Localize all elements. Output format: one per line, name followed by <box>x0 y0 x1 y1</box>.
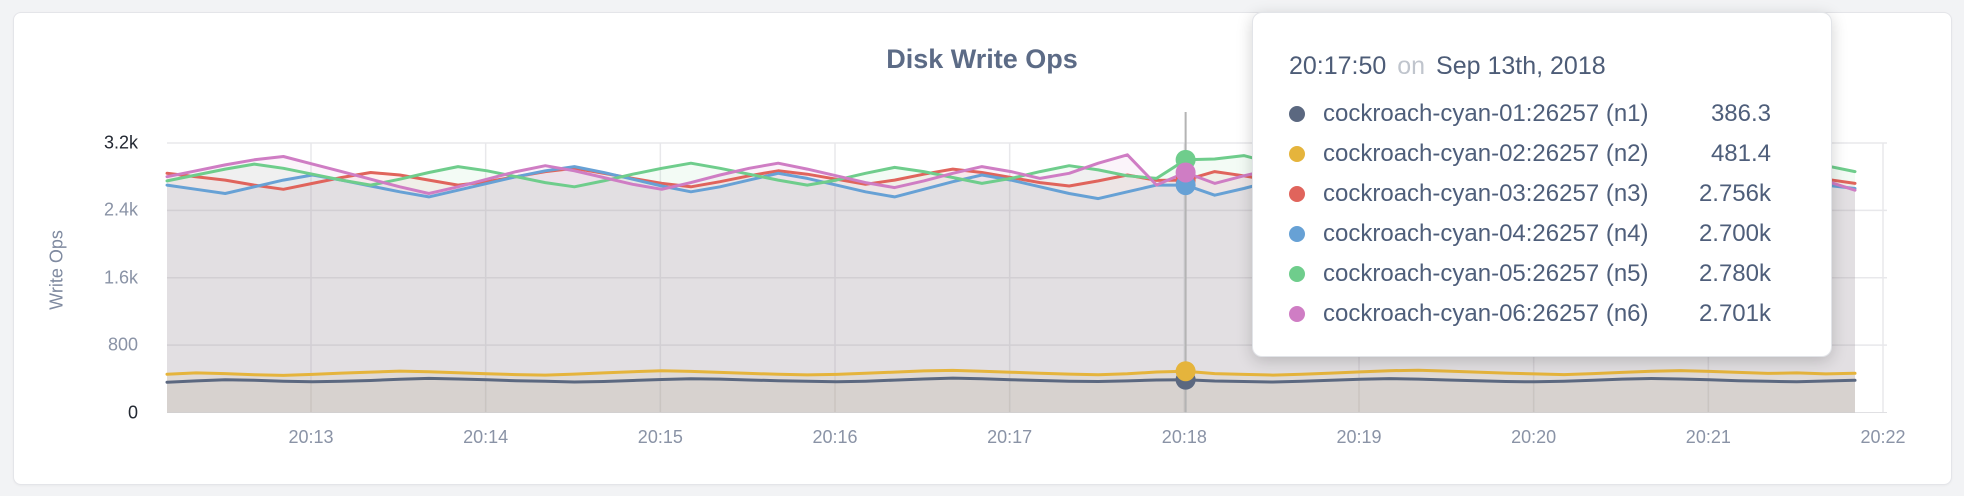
series-value: 481.4 <box>1710 140 1771 167</box>
tooltip-series-row: cockroach-cyan-01:26257 (n1) 386.3 <box>1289 94 1771 134</box>
series-value: 2.701k <box>1698 300 1771 327</box>
series-color-dot <box>1289 266 1305 282</box>
tooltip-series-row: cockroach-cyan-04:26257 (n4) 2.700k <box>1289 214 1771 254</box>
series-line-2 <box>165 368 1857 377</box>
series-value: 2.756k <box>1698 180 1771 207</box>
tooltip-series-row: cockroach-cyan-05:26257 (n5) 2.780k <box>1289 254 1771 294</box>
hover-dot-6 <box>1175 162 1196 183</box>
hover-dot-2 <box>1175 361 1196 382</box>
tooltip-time: 20:17:50 <box>1289 52 1387 80</box>
series-value: 386.3 <box>1710 100 1771 127</box>
hover-tooltip: 20:17:50 on Sep 13th, 2018 cockroach-cya… <box>1252 12 1832 357</box>
tooltip-timestamp: 20:17:50 on Sep 13th, 2018 <box>1289 49 1771 83</box>
y-axis-title: Write Ops <box>46 230 67 310</box>
tooltip-series-list: cockroach-cyan-01:26257 (n1) 386.3 cockr… <box>1289 94 1771 334</box>
chart-title: Disk Write Ops <box>886 44 1078 74</box>
series-color-dot <box>1289 186 1305 202</box>
tooltip-series-row: cockroach-cyan-02:26257 (n2) 481.4 <box>1289 134 1771 174</box>
series-color-dot <box>1289 106 1305 122</box>
series-color-dot <box>1289 146 1305 162</box>
series-area-1 <box>167 378 1855 413</box>
series-color-dot <box>1289 306 1305 322</box>
tooltip-conjunction: on <box>1390 52 1433 80</box>
tooltip-date: Sep 13th, 2018 <box>1436 52 1606 80</box>
series-value: 2.780k <box>1698 260 1771 287</box>
tooltip-series-row: cockroach-cyan-06:26257 (n6) 2.701k <box>1289 294 1771 334</box>
series-label: cockroach-cyan-05:26257 (n5) <box>1323 260 1649 287</box>
series-label: cockroach-cyan-03:26257 (n3) <box>1323 180 1649 207</box>
series-value: 2.700k <box>1698 220 1771 247</box>
series-label: cockroach-cyan-04:26257 (n4) <box>1323 220 1649 247</box>
series-label: cockroach-cyan-06:26257 (n6) <box>1323 300 1649 327</box>
series-line-1 <box>165 376 1857 384</box>
series-color-dot <box>1289 226 1305 242</box>
series-label: cockroach-cyan-01:26257 (n1) <box>1323 100 1649 127</box>
series-label: cockroach-cyan-02:26257 (n2) <box>1323 140 1649 167</box>
tooltip-series-row: cockroach-cyan-03:26257 (n3) 2.756k <box>1289 174 1771 214</box>
